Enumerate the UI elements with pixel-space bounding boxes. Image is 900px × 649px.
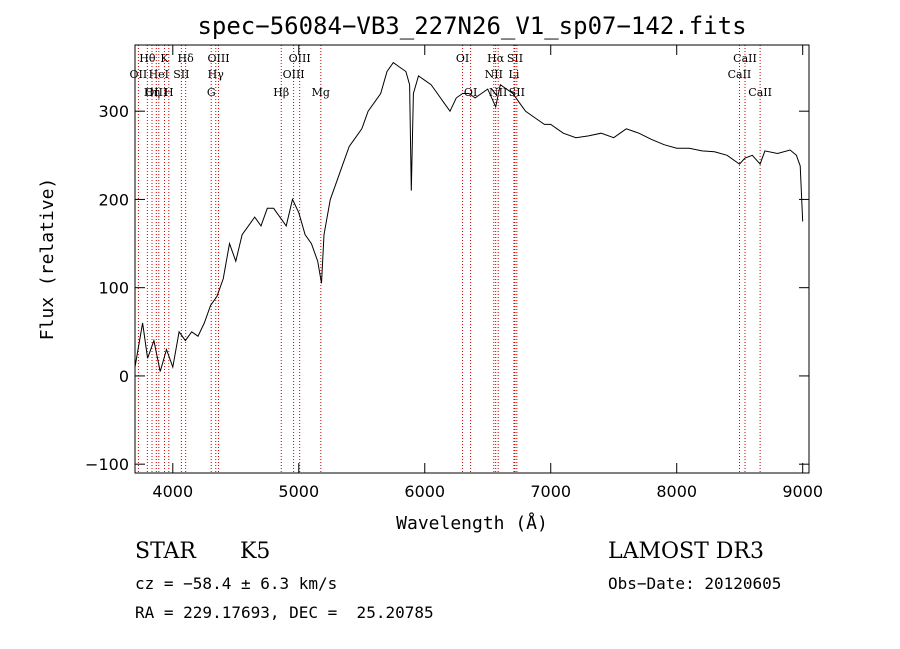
axes: 4000 5000 6000 7000 8000 9000 −100 0 100 200 300 <box>85 45 823 501</box>
line-marker-label: Hη <box>144 86 160 99</box>
x-tick-label: 6000 <box>404 482 445 501</box>
line-marker-label: SII <box>173 68 189 81</box>
y-tick-label: −100 <box>85 455 129 474</box>
coordinates: RA = 229.17693, DEC = 25.20785 <box>135 603 434 622</box>
line-marker-label: SII <box>507 52 523 65</box>
line-marker-label: OIII <box>289 52 311 65</box>
line-marker-label: OI <box>464 86 477 99</box>
y-axis-label: Flux (relative) <box>37 178 58 341</box>
object-subclass: K5 <box>240 539 271 564</box>
x-tick-label: 8000 <box>656 482 697 501</box>
plot-frame <box>134 44 810 474</box>
x-tick-label: 9000 <box>782 482 823 501</box>
line-marker-label: HeI <box>149 68 169 81</box>
line-marker-label: G <box>207 86 216 99</box>
line-marker-label: Mg <box>312 86 330 99</box>
line-marker-label: CaII <box>733 52 757 65</box>
line-marker-label: OIII <box>283 68 305 81</box>
line-marker-label: SII <box>509 86 525 99</box>
x-axis-label: Wavelength (Å) <box>396 512 548 534</box>
line-marker-label: Hδ <box>178 52 195 65</box>
redshift-velocity: cz = −58.4 ± 6.3 km/s <box>135 574 338 593</box>
line-marker-label: Hγ <box>208 68 225 81</box>
line-marker-label: NII <box>485 68 503 81</box>
line-marker-label: OI <box>456 52 469 65</box>
x-tick-label: 7000 <box>530 482 571 501</box>
line-marker-label: OIII <box>207 52 229 65</box>
object-class: STAR <box>135 539 196 564</box>
line-marker-label: Li <box>509 68 520 81</box>
x-tick-label: 4000 <box>152 482 193 501</box>
y-tick-label: 200 <box>98 190 129 209</box>
line-marker-label: Hθ <box>139 52 156 65</box>
y-tick-label: 300 <box>98 102 129 121</box>
line-marker-label: K <box>160 52 169 65</box>
y-tick-label: 100 <box>98 279 129 298</box>
x-tick-label: 5000 <box>278 482 319 501</box>
line-marker-label: CaII <box>748 86 772 99</box>
line-marker-label: Hβ <box>273 86 289 99</box>
survey-label: LAMOST DR3 <box>608 539 764 564</box>
line-marker-label: H <box>164 86 174 99</box>
line-marker-label: OIII <box>145 86 167 99</box>
line-marker-label: CaII <box>728 68 752 81</box>
line-marker-label: Hα <box>487 52 505 65</box>
spectrum-line <box>134 61 804 372</box>
chart-title: spec−56084−VB3_227N26_V1_sp07−142.fits <box>197 12 746 40</box>
observation-date: Obs−Date: 20120605 <box>608 574 782 593</box>
line-marker-label: OII <box>130 68 148 81</box>
spectral-line-markers: Hθ OII OIII HeI Hη K SII H Hδ OIII Hγ G OIII OIII Hβ Mg… <box>130 45 772 473</box>
spectrum-series <box>134 61 804 372</box>
y-tick-label: 0 <box>119 367 129 386</box>
